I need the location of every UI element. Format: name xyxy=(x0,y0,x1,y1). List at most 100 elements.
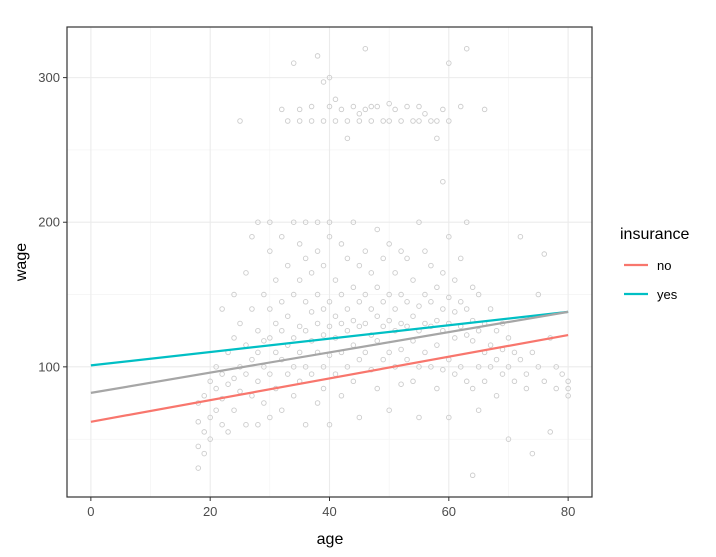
scatter-point xyxy=(255,327,261,334)
scatter-point xyxy=(368,270,375,276)
scatter-point xyxy=(499,371,506,377)
scatter-point xyxy=(350,378,357,385)
scatter-point xyxy=(374,284,380,291)
scatter-point xyxy=(434,385,440,392)
scatter-point xyxy=(416,303,422,309)
scatter-point xyxy=(279,233,285,240)
scatter-point xyxy=(290,219,297,225)
scatter-point xyxy=(356,118,363,124)
scatter-point xyxy=(267,335,273,341)
scatter-point xyxy=(320,118,327,124)
scatter-point xyxy=(320,332,327,338)
scatter-point xyxy=(398,248,404,254)
scatter-point xyxy=(326,74,333,81)
scatter-point xyxy=(362,349,369,356)
scatter-point xyxy=(195,465,201,471)
scatter-point xyxy=(344,135,351,142)
scatter-point xyxy=(290,393,297,399)
scatter-point xyxy=(326,299,333,305)
scatter-point xyxy=(487,342,494,348)
scatter-point xyxy=(422,349,428,356)
scatter-point xyxy=(344,255,351,262)
scatter-point xyxy=(350,219,357,225)
x-axis: 0 20 40 60 80 xyxy=(87,497,575,519)
scatter-point xyxy=(404,356,410,363)
scatter-point xyxy=(237,118,243,124)
scatter-point xyxy=(463,306,470,312)
scatter-point xyxy=(332,118,339,124)
scatter-point xyxy=(207,436,213,442)
scatter-point xyxy=(356,299,363,305)
scatter-point xyxy=(434,342,440,348)
scatter-point xyxy=(267,414,273,421)
scatter-point xyxy=(458,299,464,305)
scatter-point xyxy=(410,313,416,319)
scatter-point xyxy=(416,364,422,370)
scatter-point xyxy=(344,306,351,312)
scatter-point xyxy=(410,378,416,385)
scatter-point xyxy=(463,219,470,225)
scatter-point xyxy=(255,349,261,356)
scatter-point xyxy=(368,306,375,312)
scatter-point xyxy=(338,241,345,247)
scatter-point xyxy=(279,327,285,334)
y-axis: 100 200 300 xyxy=(38,70,67,374)
scatter-point xyxy=(446,294,452,301)
scatter-point xyxy=(201,393,207,399)
scatter-point xyxy=(213,364,219,370)
scatter-point xyxy=(404,323,410,330)
scatter-point xyxy=(386,349,392,356)
scatter-point xyxy=(213,407,219,413)
legend: insurance no yes xyxy=(620,226,689,302)
scatter-point xyxy=(517,233,524,240)
scatter-point xyxy=(475,364,482,370)
scatter-point xyxy=(308,103,315,110)
scatter-point xyxy=(392,306,398,312)
scatter-point xyxy=(416,414,422,421)
scatter-point xyxy=(320,364,327,370)
scatter-point xyxy=(296,277,303,283)
scatter-point xyxy=(452,277,458,283)
scatter-point xyxy=(380,118,386,124)
scatter-point xyxy=(475,291,482,298)
scatter-point xyxy=(422,248,428,254)
scatter-point xyxy=(475,407,482,413)
scatter-point xyxy=(320,385,327,392)
scatter-point xyxy=(273,277,279,283)
scatter-point xyxy=(302,299,309,305)
scatter-point xyxy=(398,291,404,298)
scatter-point xyxy=(207,378,213,385)
scatter-point xyxy=(279,407,285,413)
scatter-point xyxy=(529,349,536,356)
scatter-point xyxy=(314,291,321,298)
y-axis-title: wage xyxy=(13,243,30,282)
scatter-point xyxy=(428,364,434,370)
scatter-point xyxy=(320,306,327,312)
scatter-point xyxy=(284,118,291,124)
scatter-point xyxy=(386,291,392,298)
scatter-point xyxy=(201,450,207,457)
scatter-point xyxy=(195,443,201,450)
scatter-point xyxy=(452,335,458,341)
scatter-point xyxy=(302,421,309,428)
legend-title: insurance xyxy=(620,226,689,243)
scatter-point xyxy=(267,306,273,312)
scatter-point xyxy=(374,103,380,110)
scatter-point xyxy=(410,277,416,283)
scatter-point xyxy=(428,299,434,305)
scatter-point xyxy=(404,255,410,262)
scatter-point xyxy=(219,306,225,312)
x-tick-label: 80 xyxy=(561,504,575,519)
scatter-point xyxy=(398,320,404,327)
scatter-point xyxy=(356,262,363,269)
scatter-point xyxy=(326,219,333,225)
scatter-point xyxy=(284,371,291,377)
scatter-point xyxy=(392,270,398,276)
x-tick-label: 40 xyxy=(322,504,336,519)
scatter-point xyxy=(225,381,231,387)
scatter-point xyxy=(416,118,422,124)
scatter-point xyxy=(231,375,237,382)
scatter-point xyxy=(314,320,321,327)
scatter-point xyxy=(243,421,249,428)
